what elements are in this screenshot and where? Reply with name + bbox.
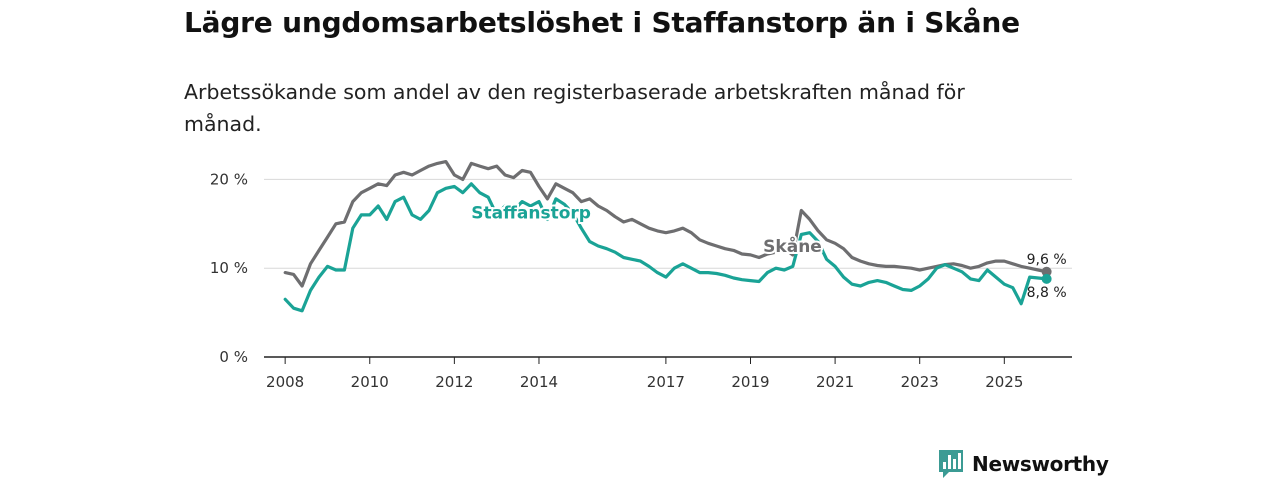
gridlines [264, 178, 1072, 269]
x-tick-label: 2021 [816, 373, 854, 391]
chart-title: Lägre ungdomsarbetslöshet i Staffanstorp… [184, 6, 1020, 39]
end-value-label: 9,6 % [1027, 252, 1067, 268]
brand-logo: Newsworthy [938, 449, 1109, 479]
series-line-skåne [283, 160, 1049, 288]
x-tick-label: 2025 [985, 373, 1023, 391]
brand-name: Newsworthy [972, 452, 1109, 476]
series-labels: 9,6 % 8,8 % Skåne Staffanstorp [469, 201, 1067, 301]
series-lines [283, 160, 1052, 313]
x-axis: 2008 2010 2012 2014 2017 2019 2021 2023 2025 [264, 356, 1072, 391]
y-tick-label: 0 % [219, 348, 248, 366]
y-axis-ticks: 0 % 10 % 20 % [210, 170, 248, 366]
end-point [1041, 273, 1052, 284]
series-name-label: Staffanstorp [471, 203, 591, 223]
x-tick-label: 2023 [901, 373, 939, 391]
series-line-staffanstorp [283, 182, 1049, 313]
x-tick-label: 2010 [351, 373, 389, 391]
y-tick-label: 10 % [210, 259, 248, 277]
x-tick-label: 2019 [731, 373, 769, 391]
newsworthy-logo-icon [939, 450, 963, 478]
series-name-label: Skåne [763, 235, 822, 257]
chart-subtitle: Arbetssökande som andel av den registerb… [184, 80, 965, 136]
x-tick-label: 2017 [647, 373, 685, 391]
end-point [1041, 266, 1052, 277]
x-tick-label: 2012 [435, 373, 473, 391]
x-tick-label: 2014 [520, 373, 558, 391]
end-value-label: 8,8 % [1027, 285, 1067, 301]
x-tick-label: 2008 [266, 373, 304, 391]
y-tick-label: 20 % [210, 170, 248, 188]
